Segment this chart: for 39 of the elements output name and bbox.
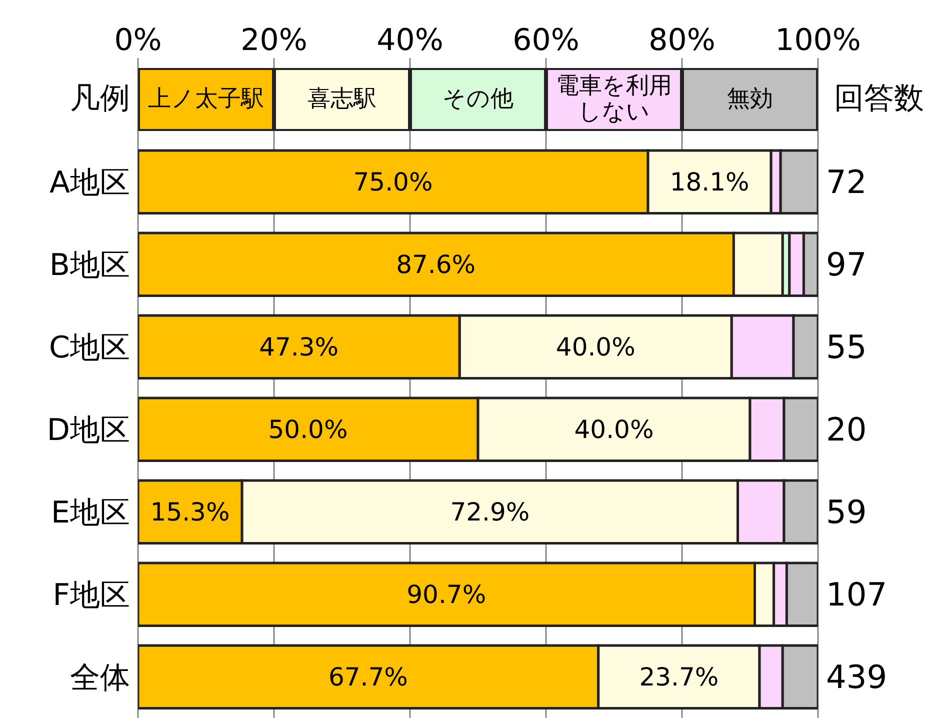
x-tick-label: 80% (648, 23, 716, 58)
y-tick-label: C地区 (49, 330, 130, 366)
data-label: 90.7% (406, 580, 486, 609)
data-label: 67.7% (328, 662, 408, 692)
text: 電車を利用しない (556, 73, 672, 126)
text: 喜志駅 (308, 86, 376, 112)
y2-tick-label: 97 (826, 246, 867, 284)
y2-tick-label: 55 (826, 328, 867, 366)
x-tick-label: 0% (114, 23, 162, 58)
y-tick-label: A地区 (49, 165, 130, 200)
x-tick-label: 60% (512, 23, 580, 58)
y2-tick-label: 107 (826, 576, 888, 614)
y2-tick-label: 59 (826, 493, 867, 532)
data-label: 87.6% (396, 250, 476, 279)
data-label: 23.7% (639, 662, 719, 692)
y-tick-label: B地区 (49, 248, 130, 283)
legend-title: 凡例 (69, 80, 130, 118)
data-label: 40.0% (574, 414, 654, 444)
x-tick-label: 20% (240, 23, 308, 58)
series-label: 上ノ太子駅 (148, 86, 264, 112)
y-tick-label: 全体 (70, 660, 130, 696)
y2-tick-label: 439 (826, 658, 888, 696)
x-tick-label: 100% (775, 23, 861, 58)
y-tick-label: D地区 (46, 412, 130, 448)
data-label: 18.1% (670, 167, 750, 196)
series-label: 無効 (727, 86, 773, 112)
data-label: 47.3% (259, 332, 339, 362)
y2-tick-label: 20 (826, 410, 867, 449)
y2-tick-label: 72 (826, 163, 867, 202)
y-tick-label: E地区 (51, 495, 130, 530)
data-label: 75.0% (353, 167, 433, 196)
y-tick-label: F地区 (52, 578, 130, 613)
data-label: 15.3% (150, 497, 230, 526)
text: その他 (442, 86, 514, 112)
data-label: 72.9% (450, 497, 530, 526)
data-label: 50.0% (268, 414, 348, 444)
x-tick-label: 40% (376, 23, 444, 58)
y2-axis-title: 回答数 (834, 80, 924, 118)
data-label: 40.0% (556, 332, 636, 362)
